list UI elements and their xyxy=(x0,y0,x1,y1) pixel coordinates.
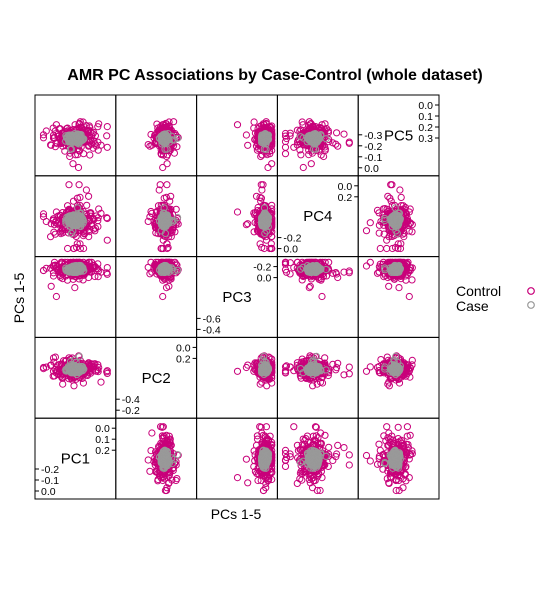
control-point xyxy=(233,121,242,129)
case-point xyxy=(69,133,78,141)
control-point xyxy=(233,208,242,216)
control-point xyxy=(281,150,290,158)
diagonal-label-pc4: PC4 xyxy=(303,208,332,225)
control-point xyxy=(95,120,103,128)
control-point xyxy=(170,118,178,126)
control-point xyxy=(66,152,74,161)
plot-area: PC50.00.10.20.3-0.3-0.2-0.10.0PC40.00.2-… xyxy=(34,94,440,500)
control-point xyxy=(89,144,97,152)
control-point xyxy=(103,143,111,151)
control-point xyxy=(103,236,111,244)
case-point xyxy=(163,145,171,153)
control-point xyxy=(340,130,348,138)
case-point xyxy=(159,137,167,145)
diagonal-tick-label: 0.3 xyxy=(418,133,433,145)
chart-title: AMR PC Associations by Case-Control (who… xyxy=(67,67,482,84)
control-point xyxy=(71,121,79,129)
control-point xyxy=(58,139,66,147)
control-point xyxy=(86,138,94,146)
control-point xyxy=(144,141,152,149)
control-point xyxy=(162,119,170,128)
control-point xyxy=(91,132,100,140)
diagonal-tick-label: 0.0 xyxy=(364,163,379,175)
control-point xyxy=(54,130,62,138)
control-point xyxy=(158,124,166,132)
control-point xyxy=(49,131,58,139)
control-point xyxy=(397,193,405,201)
control-point xyxy=(160,194,168,202)
control-point xyxy=(163,160,171,168)
control-point xyxy=(52,292,61,301)
control-point xyxy=(103,132,111,140)
diagonal-tick-label: 0.2 xyxy=(338,192,353,204)
control-point xyxy=(146,142,154,150)
control-point xyxy=(366,219,374,227)
control-point xyxy=(383,244,391,253)
control-point xyxy=(39,134,48,142)
case-point xyxy=(67,145,76,153)
control-point xyxy=(76,119,84,128)
control-point xyxy=(86,124,94,132)
control-point xyxy=(257,152,265,161)
case-point xyxy=(159,133,167,141)
diagonal-tick-label: 0.0 xyxy=(283,244,298,256)
control-point xyxy=(77,123,85,132)
control-point xyxy=(307,160,315,168)
case-point xyxy=(73,135,81,143)
control-point xyxy=(82,186,91,194)
control-point xyxy=(163,181,171,189)
control-point xyxy=(299,163,307,172)
control-point xyxy=(47,282,55,290)
control-point xyxy=(262,119,270,128)
diagonal-label-pc5: PC5 xyxy=(384,127,413,144)
control-point xyxy=(94,123,102,131)
control-point xyxy=(376,244,384,253)
control-point xyxy=(281,143,290,151)
control-point xyxy=(244,141,252,149)
case-point xyxy=(65,137,74,145)
control-point xyxy=(85,192,93,200)
control-point xyxy=(86,151,94,159)
control-point xyxy=(362,227,371,235)
control-point xyxy=(250,118,258,126)
control-point xyxy=(74,163,83,172)
control-point xyxy=(333,129,341,137)
control-point xyxy=(55,125,63,133)
control-point xyxy=(75,181,83,189)
control-point xyxy=(260,121,268,129)
control-point xyxy=(64,244,72,253)
case-point xyxy=(160,134,168,142)
control-point xyxy=(51,143,60,151)
control-point xyxy=(165,118,173,126)
control-point xyxy=(39,131,48,139)
control-point xyxy=(268,160,276,168)
control-point xyxy=(65,181,73,189)
control-point xyxy=(396,186,404,194)
control-point xyxy=(83,201,91,209)
control-point xyxy=(242,131,250,139)
control-point xyxy=(264,163,272,172)
control-point xyxy=(71,284,79,292)
control-point xyxy=(69,160,77,168)
control-point xyxy=(159,163,167,172)
control-point xyxy=(103,123,111,131)
